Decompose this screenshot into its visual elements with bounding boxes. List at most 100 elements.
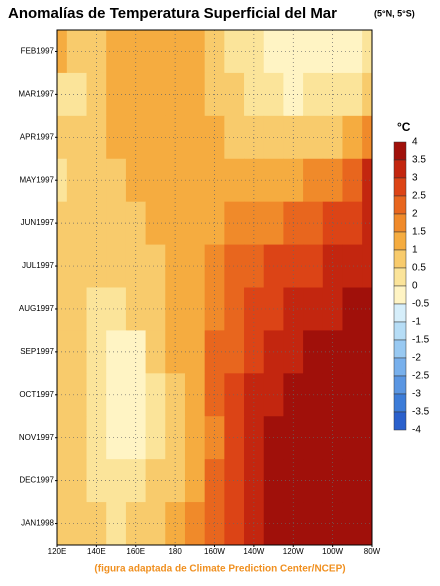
- cell: [125, 459, 147, 503]
- cell: [244, 158, 265, 203]
- cell: [362, 158, 373, 203]
- cell: [342, 416, 363, 460]
- cell: [165, 287, 186, 331]
- x-tick-label: 80W: [364, 547, 381, 556]
- y-tick-label: MAY1997: [19, 175, 54, 184]
- colorbar-box: [393, 303, 407, 323]
- cell: [342, 201, 363, 246]
- x-tick-label: 160W: [204, 547, 225, 556]
- cell: [145, 287, 166, 331]
- cell: [86, 416, 107, 460]
- cell: [66, 115, 88, 160]
- y-tick-label: NOV1997: [19, 433, 55, 442]
- cell: [66, 502, 88, 546]
- y-tick-label: JAN1998: [21, 519, 54, 528]
- cell: [165, 416, 186, 460]
- cell: [66, 330, 88, 374]
- colorbar-box: [393, 177, 407, 197]
- cell: [362, 115, 373, 160]
- cell: [106, 416, 127, 460]
- cell: [184, 416, 206, 460]
- cell: [244, 287, 265, 331]
- cell: [224, 373, 245, 417]
- cell: [125, 502, 147, 546]
- x-tick-label: 160E: [126, 547, 145, 556]
- cell: [125, 30, 147, 74]
- cell: [86, 30, 107, 74]
- colorbar-label: °C: [397, 120, 411, 134]
- x-tick-label: 120E: [48, 547, 67, 556]
- y-tick-label: MAR1997: [18, 89, 54, 98]
- colorbar-tick-label: 3: [412, 173, 418, 184]
- cell: [66, 244, 88, 288]
- cell: [244, 30, 265, 74]
- colorbar-box: [393, 285, 407, 305]
- cell: [342, 287, 363, 331]
- cell: [184, 330, 206, 374]
- cell: [66, 416, 88, 460]
- cell: [322, 115, 343, 160]
- cell: [204, 158, 225, 203]
- cell: [106, 115, 127, 160]
- cell: [244, 115, 265, 160]
- colorbar-tick-label: -2: [412, 353, 421, 364]
- x-tick-label: 140W: [243, 547, 264, 556]
- cell: [362, 244, 373, 288]
- cell: [244, 201, 265, 246]
- cell: [184, 72, 206, 117]
- x-tick-label: 120W: [283, 547, 304, 556]
- colorbar-tick-label: -1.5: [412, 335, 430, 346]
- cell: [66, 201, 88, 246]
- colorbar-box: [393, 249, 407, 269]
- cell: [184, 502, 206, 546]
- cell: [86, 459, 107, 503]
- x-tick-label: 140E: [87, 547, 106, 556]
- cell: [106, 330, 127, 374]
- cell: [66, 373, 88, 417]
- colorbar-tick-label: -3: [412, 389, 421, 400]
- cell: [145, 30, 166, 74]
- colorbar-tick-label: 1.5: [412, 227, 426, 238]
- cell: [322, 416, 343, 460]
- cell: [165, 158, 186, 203]
- cell: [342, 115, 363, 160]
- chart-subtitle: (5°N, 5°S): [374, 8, 415, 18]
- cell: [342, 72, 363, 117]
- y-tick-label: SEP1997: [20, 347, 54, 356]
- cell: [224, 158, 245, 203]
- cell: [57, 416, 68, 460]
- cell: [204, 30, 225, 74]
- cell: [145, 158, 166, 203]
- cell: [204, 201, 225, 246]
- cell: [57, 201, 68, 246]
- cell: [204, 502, 225, 546]
- cell: [125, 115, 147, 160]
- cell: [322, 373, 343, 417]
- colorbar-box: [393, 141, 407, 161]
- colorbar-tick-label: -1: [412, 317, 421, 328]
- cell: [106, 244, 127, 288]
- cell: [66, 459, 88, 503]
- cell: [342, 244, 363, 288]
- cell: [224, 201, 245, 246]
- y-tick-label: APR1997: [20, 132, 55, 141]
- cell: [204, 459, 225, 503]
- cell: [322, 459, 343, 503]
- cell: [66, 287, 88, 331]
- cell: [145, 330, 166, 374]
- colorbar-box: [393, 267, 407, 287]
- cell: [145, 459, 166, 503]
- cell: [125, 158, 147, 203]
- cell: [204, 330, 225, 374]
- y-tick-label: JUN1997: [21, 218, 55, 227]
- y-tick-label: DEC1997: [19, 476, 54, 485]
- cell: [165, 201, 186, 246]
- colorbar-box: [393, 393, 407, 413]
- cell: [106, 287, 127, 331]
- cell: [86, 158, 107, 203]
- cell: [145, 244, 166, 288]
- cell: [184, 115, 206, 160]
- cell: [184, 30, 206, 74]
- cell: [125, 287, 147, 331]
